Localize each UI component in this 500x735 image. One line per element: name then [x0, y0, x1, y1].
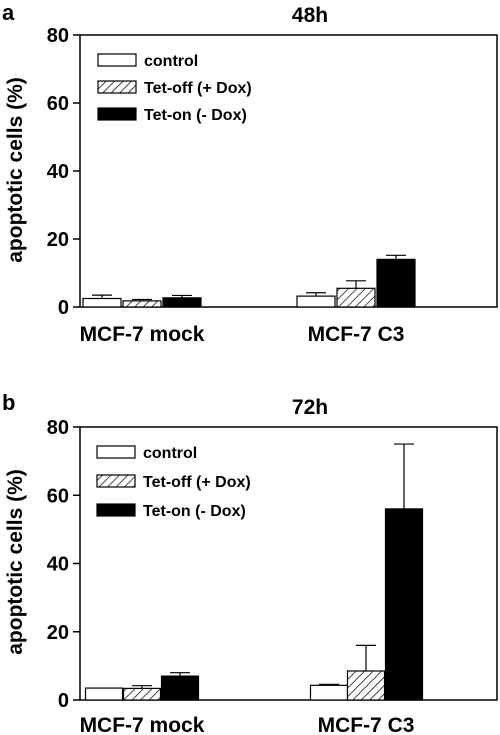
- legend-label: control: [143, 445, 197, 462]
- bar: [84, 687, 124, 701]
- plot-frame: [79, 34, 498, 308]
- bar: [336, 287, 376, 308]
- bar: [160, 675, 200, 701]
- bar: [122, 300, 162, 308]
- x-category-label: MCF-7 C3: [308, 323, 405, 346]
- y-tick-label: 80: [47, 25, 69, 47]
- x-category-label: MCF-7 mock: [80, 714, 205, 735]
- legend-swatch: [97, 107, 137, 121]
- bar: [376, 258, 416, 308]
- y-tick-label: 80: [47, 417, 69, 439]
- y-tick-label: 40: [47, 554, 69, 576]
- plot-area: 0 20 40 60 80 MCF-7 mock MCF-7 C3 control Tet-of…: [47, 417, 498, 735]
- panel-letter: a: [2, 0, 15, 25]
- chart-title: 48h: [292, 4, 328, 27]
- legend-label: Tet-off (+ Dox): [143, 474, 251, 491]
- y-tick-label: 40: [47, 161, 69, 183]
- y-tick-label: 60: [47, 93, 69, 115]
- legend-label: control: [144, 53, 198, 70]
- bar: [296, 295, 336, 308]
- y-tick-label: 20: [47, 622, 69, 644]
- legend-swatch: [96, 503, 136, 517]
- legend-label: Tet-on (- Dox): [143, 503, 246, 520]
- bar: [82, 297, 122, 308]
- legend-swatch: [97, 80, 137, 94]
- y-tick-label: 0: [58, 690, 69, 712]
- legend-label: Tet-on (- Dox): [144, 107, 247, 124]
- x-category-label: MCF-7 C3: [318, 714, 415, 735]
- legend-swatch: [97, 53, 137, 67]
- bar: [309, 684, 349, 701]
- y-tick-label: 0: [58, 297, 69, 319]
- y-axis-label: apoptotic cells (%): [4, 469, 27, 655]
- legend-label: Tet-off (+ Dox): [144, 80, 252, 97]
- bar: [384, 508, 424, 701]
- legend-swatch: [96, 445, 136, 459]
- chart-title: 72h: [292, 396, 328, 419]
- bar: [346, 670, 386, 701]
- panel-letter: b: [2, 390, 15, 415]
- y-axis-label: apoptotic cells (%): [4, 77, 27, 263]
- panel-b: b 72h apoptotic cells (%) 0 20 40 60 80 MCF-7…: [2, 390, 498, 735]
- y-tick-label: 60: [47, 485, 69, 507]
- legend-swatch: [96, 474, 136, 488]
- panel-a: a 48h apoptotic cells (%) 0 20 40 60 80 MCF-7…: [2, 0, 498, 346]
- plot-frame: [79, 426, 498, 701]
- y-tick-label: 20: [47, 229, 69, 251]
- bar: [122, 687, 162, 701]
- plot-area: 0 20 40 60 80 MCF-7 mock MCF-7 C3 control Tet-of…: [47, 25, 498, 346]
- x-category-label: MCF-7 mock: [80, 323, 205, 346]
- bar: [162, 297, 202, 308]
